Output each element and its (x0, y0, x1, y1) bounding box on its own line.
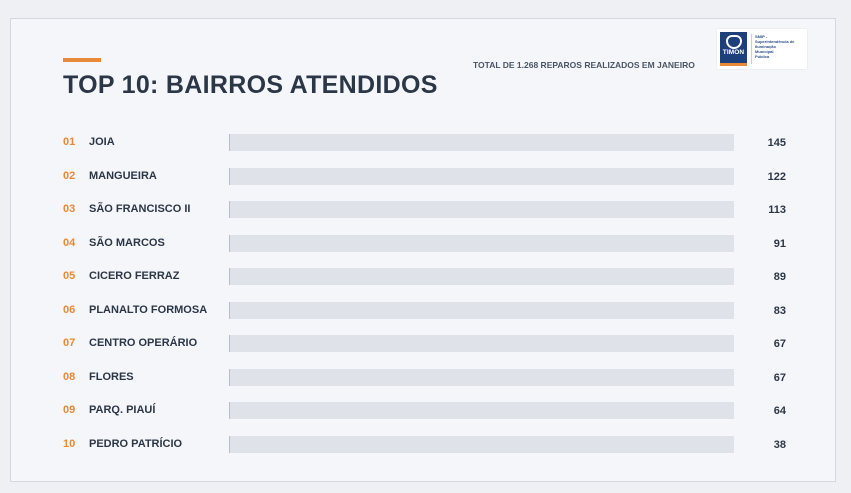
category-label: PLANALTO FORMOSA (89, 303, 208, 316)
category-label: SÃO FRANCISCO II (89, 203, 191, 215)
bar-row: 07 CENTRO OPERÁRIO 67 (63, 335, 793, 353)
bar-track (229, 301, 734, 319)
page-title: TOP 10: BAIRROS ATENDIDOS (63, 71, 438, 99)
bar-row: 06 PLANALTO FORMOSA 83 (63, 301, 793, 320)
bar-fill (229, 167, 230, 185)
bar-row: 08 FLORES 67 (63, 368, 793, 387)
rank-label: 08 (63, 370, 76, 383)
logo-divider (751, 34, 752, 64)
value-label: 113 (768, 204, 786, 216)
category-label: SÃO MARCOS (89, 236, 165, 249)
coat-of-arms-icon (725, 35, 742, 49)
bar-track (229, 134, 734, 151)
value-label: 91 (773, 237, 786, 250)
rank-label: 03 (63, 203, 76, 215)
smip-logo: TIMON SMIP - Superintendência de Ilumina… (717, 29, 807, 69)
total-repairs-subtitle: TOTAL DE 1.268 REPAROS REALIZADOS EM JAN… (473, 60, 695, 70)
logo-org-line: Pública (755, 54, 770, 59)
bar-track (229, 234, 734, 252)
bar-track (229, 201, 734, 218)
logo-org-line: Iluminação (755, 44, 776, 49)
bar-row: 04 SÃO MARCOS 91 (63, 234, 793, 253)
value-label: 122 (767, 170, 786, 183)
rank-label: 10 (63, 437, 76, 450)
bar-row: 10 PEDRO PATRÍCIO 38 (63, 435, 793, 454)
rank-label: 04 (63, 236, 76, 249)
category-label: FLORES (89, 370, 134, 383)
rank-label: 06 (63, 303, 76, 316)
category-label: PARQ. PIAUÍ (89, 404, 156, 416)
rank-label: 02 (63, 169, 76, 182)
logo-org-line: Municipal (755, 49, 774, 54)
bar-fill (229, 201, 230, 218)
bar-fill (229, 301, 230, 319)
bar-fill (229, 134, 230, 151)
seal-label: TIMON (722, 49, 745, 56)
category-label: CICERO FERRAZ (89, 270, 180, 282)
bar-row: 03 SÃO FRANCISCO II 113 (63, 201, 793, 219)
rank-label: 01 (63, 136, 76, 148)
rank-label: 07 (63, 337, 76, 349)
bar-row: 01 JOIA 145 (63, 134, 793, 152)
logo-org-line: Superintendência de (755, 39, 795, 44)
rank-label: 09 (63, 404, 76, 416)
category-label: JOIA (89, 136, 115, 148)
bar-fill (229, 234, 230, 252)
bar-row: 09 PARQ. PIAUÍ 64 (63, 402, 793, 420)
bar-track (229, 167, 734, 185)
value-label: 64 (773, 405, 786, 417)
rank-label: 05 (63, 270, 76, 282)
bar-track (229, 335, 734, 352)
bar-track (229, 402, 734, 419)
timon-seal-icon: TIMON (720, 32, 747, 66)
logo-org-name: SMIP - Superintendência de Iluminação Mu… (755, 34, 805, 59)
value-label: 38 (773, 438, 786, 451)
category-label: CENTRO OPERÁRIO (89, 337, 198, 349)
category-label: PEDRO PATRÍCIO (89, 437, 183, 450)
bar-track (229, 435, 734, 453)
value-label: 83 (773, 304, 786, 317)
bar-track (229, 368, 734, 386)
slide-panel: TOP 10: BAIRROS ATENDIDOS TOTAL DE 1.268… (10, 18, 836, 482)
value-label: 67 (773, 338, 786, 350)
bar-row: 02 MANGUEIRA 122 (63, 167, 793, 186)
value-label: 89 (773, 271, 786, 283)
bar-fill (229, 335, 230, 352)
bar-track (229, 268, 734, 285)
value-label: 67 (773, 371, 786, 384)
bar-fill (229, 435, 230, 453)
logo-org-line: SMIP - (755, 34, 768, 39)
value-label: 145 (767, 137, 786, 149)
bar-fill (229, 402, 230, 419)
title-accent-bar (63, 58, 101, 62)
bar-fill (229, 368, 230, 386)
bar-fill (229, 268, 230, 285)
category-label: MANGUEIRA (89, 169, 157, 182)
bar-row: 05 CICERO FERRAZ 89 (63, 268, 793, 286)
seal-stripe (720, 63, 747, 66)
